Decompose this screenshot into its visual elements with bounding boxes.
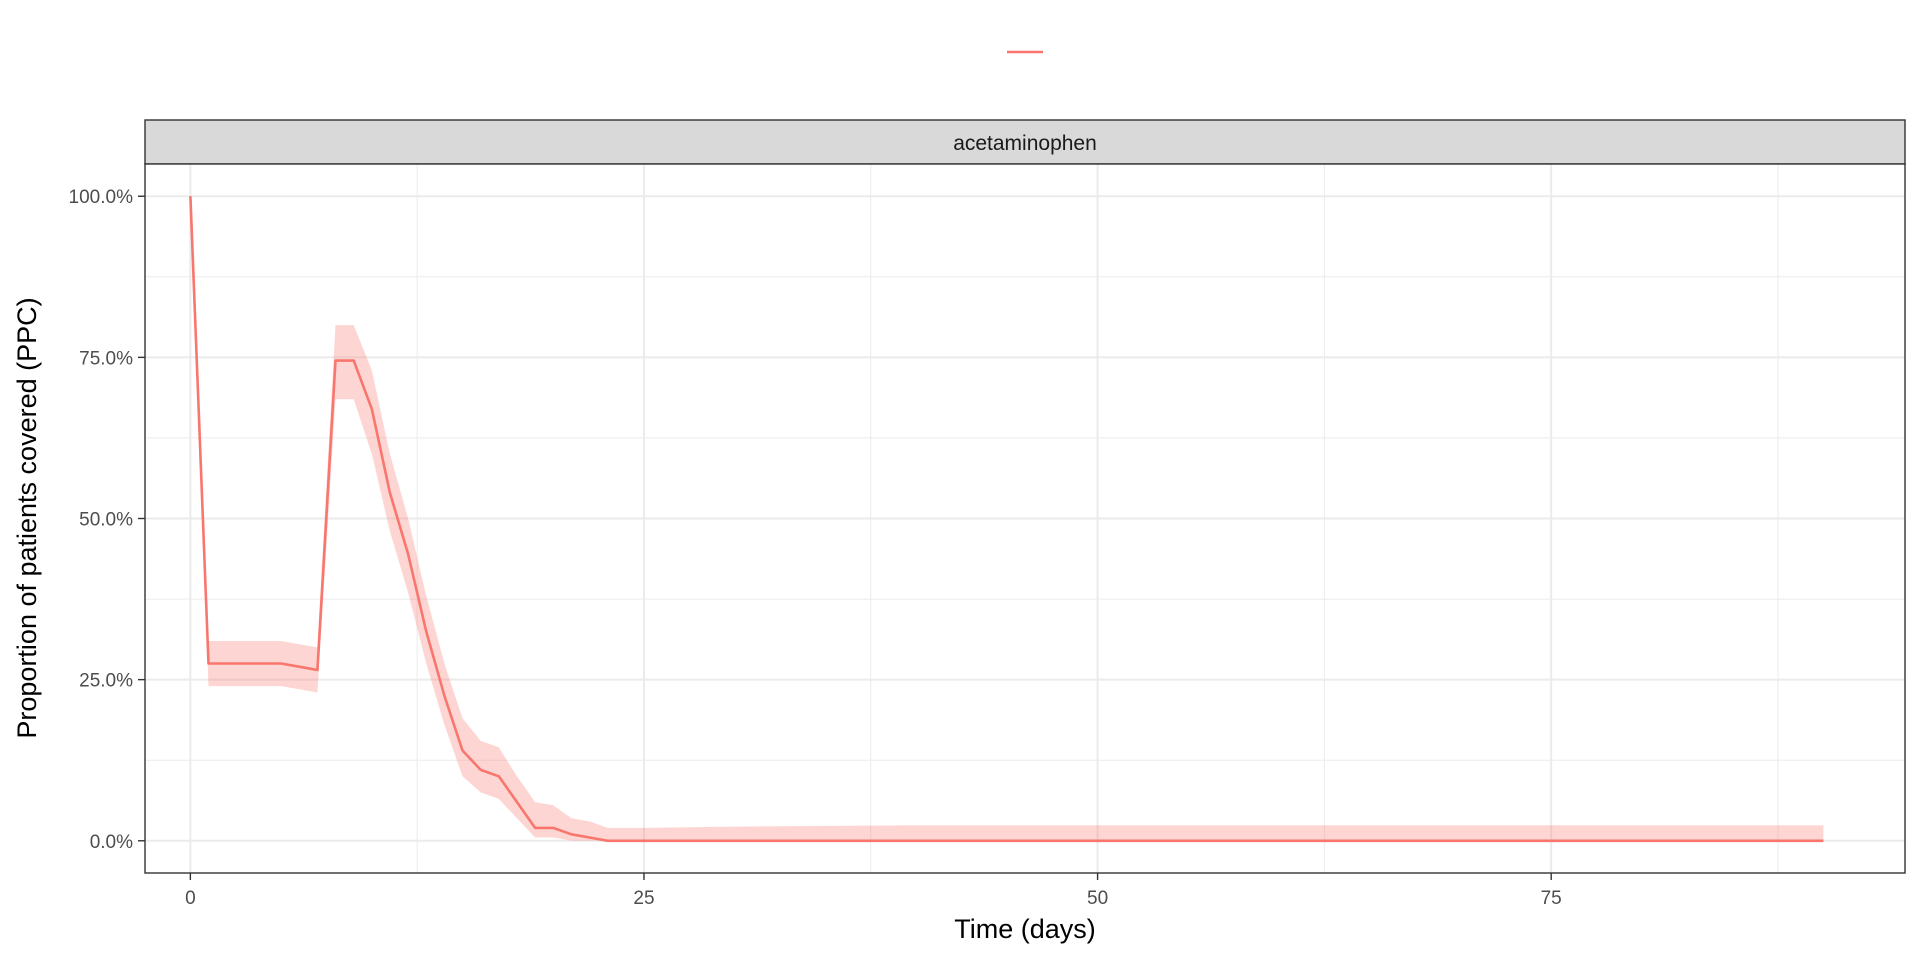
plot-layer	[189, 196, 1824, 843]
x-axis: 0 25 50 75	[185, 873, 1562, 909]
ppc-series-line	[189, 196, 1824, 843]
y-tick-label: 25.0%	[79, 671, 133, 692]
y-axis: 0.0% 25.0% 50.0% 75.0% 100.0%	[69, 187, 145, 853]
x-tick-label: 50	[1087, 888, 1108, 909]
y-tick-label: 0.0%	[90, 832, 133, 853]
grid-major	[145, 164, 1905, 873]
grid-minor	[145, 164, 1905, 873]
x-tick-label: 0	[185, 888, 196, 909]
x-tick-label: 25	[633, 888, 654, 909]
y-tick-label: 50.0%	[79, 510, 133, 531]
x-axis-title: Time (days)	[954, 914, 1096, 944]
y-tick-label: 100.0%	[69, 187, 134, 208]
facet-strip-label: acetaminophen	[953, 132, 1097, 155]
y-tick-label: 75.0%	[79, 348, 133, 369]
y-axis-title: Proportion of patients covered (PPC)	[12, 297, 42, 738]
x-tick-label: 75	[1541, 888, 1562, 909]
facet-strip: acetaminophen	[144, 119, 1906, 165]
